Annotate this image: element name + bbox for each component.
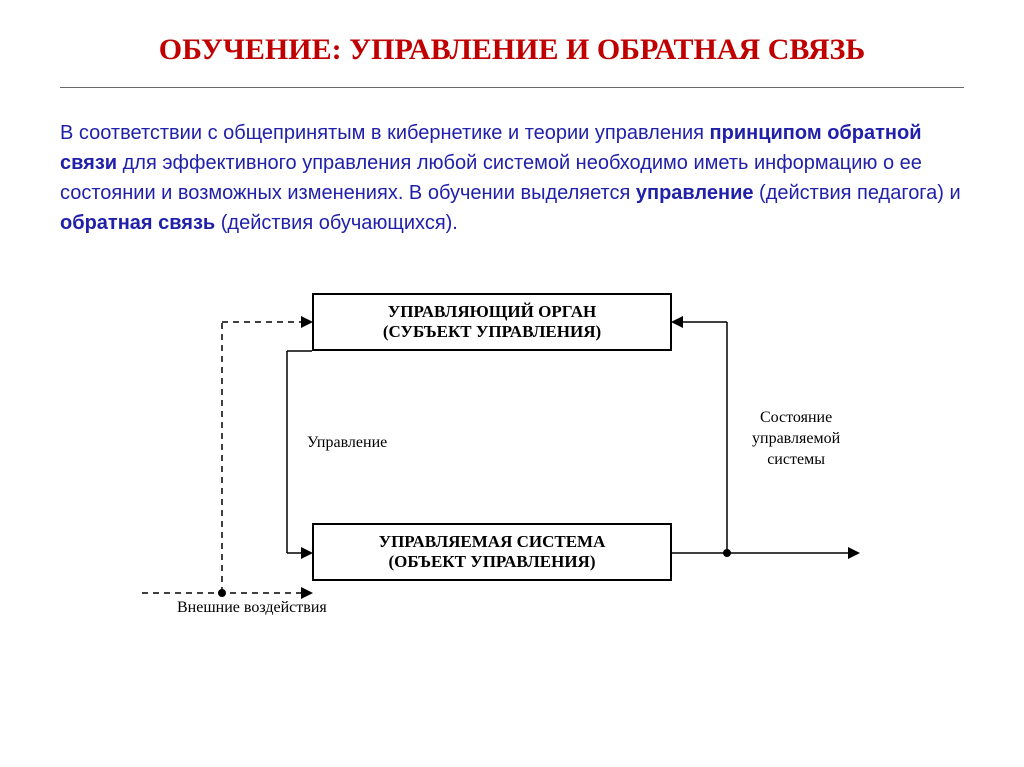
label-right-line2: управляемой [752,430,840,447]
para-seg-6: обратная связь [60,212,215,234]
box-bottom-line2: (ОБЪЕКТ УПРАВЛЕНИЯ) [388,552,595,572]
label-right-line1: Состояние [760,409,832,426]
page-title: ОБУЧЕНИЕ: УПРАВЛЕНИЕ И ОБРАТНАЯ СВЯЗЬ [60,30,964,88]
box-top-line2: (СУБЪЕКТ УПРАВЛЕНИЯ) [383,322,601,342]
label-right-line3: системы [767,451,825,468]
label-left-text: Управление [307,434,387,451]
intro-paragraph: В соответствии с общепринятым в кибернет… [60,118,964,238]
para-seg-5: (действия педагога) и [754,182,961,204]
box-bottom-line1: УПРАВЛЯЕМАЯ СИСТЕМА [379,532,606,552]
box-controlled-system: УПРАВЛЯЕМАЯ СИСТЕМА (ОБЪЕКТ УПРАВЛЕНИЯ) [312,523,672,581]
label-control: Управление [307,433,387,454]
box-controlling-organ: УПРАВЛЯЮЩИЙ ОРГАН (СУБЪЕКТ УПРАВЛЕНИЯ) [312,293,672,351]
label-external-influences: Внешние воздействия [177,598,327,619]
para-seg-1: В соответствии с общепринятым в кибернет… [60,122,710,144]
para-seg-7: (действия обучающихся). [215,212,458,234]
feedback-diagram: УПРАВЛЯЮЩИЙ ОРГАН (СУБЪЕКТ УПРАВЛЕНИЯ) У… [112,278,912,628]
para-seg-4: управление [636,182,754,204]
label-system-state: Состояние управляемой системы [752,408,840,470]
title-text: ОБУЧЕНИЕ: УПРАВЛЕНИЕ И ОБРАТНАЯ СВЯЗЬ [159,33,865,66]
box-top-line1: УПРАВЛЯЮЩИЙ ОРГАН [388,302,596,322]
label-bottom-text: Внешние воздействия [177,599,327,616]
